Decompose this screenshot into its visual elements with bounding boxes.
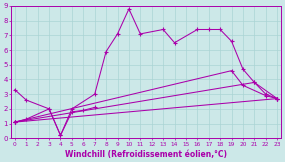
X-axis label: Windchill (Refroidissement éolien,°C): Windchill (Refroidissement éolien,°C) <box>65 150 227 159</box>
